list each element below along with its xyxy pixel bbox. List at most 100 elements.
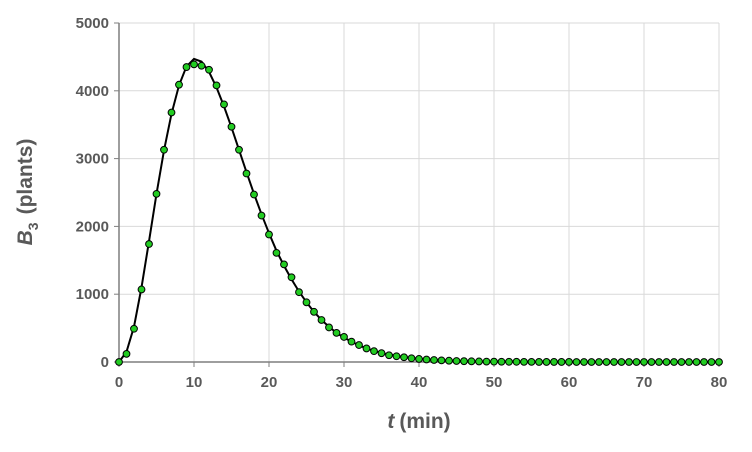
point (175, 80, 183, 89)
point (152, 189, 161, 198)
point (610, 358, 618, 366)
point (347, 337, 356, 346)
point (115, 358, 123, 366)
point (265, 230, 273, 239)
point (287, 273, 296, 282)
y-tick-label: 2000 (76, 218, 109, 235)
y-tick-label: 1000 (76, 286, 109, 303)
point (235, 145, 243, 154)
y-axis-subscript: 3 (25, 222, 41, 230)
point (160, 145, 168, 154)
point (512, 357, 521, 366)
point (490, 357, 498, 366)
point (145, 240, 153, 248)
point (632, 358, 641, 366)
y-tick-label: 4000 (76, 83, 109, 100)
point (310, 307, 318, 316)
point (332, 328, 341, 337)
point (497, 357, 506, 366)
y-axis-unit: (plants) (14, 139, 37, 215)
point (317, 316, 326, 324)
point (220, 100, 228, 109)
y-axis-symbol: B (14, 230, 37, 245)
point (460, 357, 468, 366)
point (482, 357, 491, 366)
point (167, 108, 176, 117)
x-tick-label: 50 (486, 374, 503, 391)
point (122, 349, 131, 358)
x-axis-title: t (min) (387, 410, 450, 433)
point (505, 357, 513, 366)
y-tick-label: 5000 (76, 15, 109, 32)
y-axis-title: B3 (plants) (14, 139, 41, 246)
y-tick-label: 3000 (76, 151, 109, 168)
point (205, 65, 213, 74)
point (565, 358, 573, 366)
point (212, 81, 221, 90)
point (257, 211, 266, 220)
point (707, 358, 716, 366)
x-tick-label: 70 (636, 374, 653, 391)
point (392, 352, 401, 361)
point (595, 358, 603, 366)
point (415, 355, 423, 363)
point (550, 358, 558, 366)
x-tick-label: 10 (186, 374, 203, 391)
point (137, 285, 146, 294)
x-axis-symbol: t (387, 410, 395, 433)
point (295, 288, 303, 297)
point (640, 358, 648, 366)
point (647, 358, 656, 366)
x-tick-label: 20 (261, 374, 278, 391)
point (325, 323, 333, 332)
point (437, 356, 446, 365)
point (407, 354, 416, 363)
point (430, 356, 438, 364)
point (475, 357, 483, 366)
point (557, 358, 566, 366)
point (527, 357, 536, 366)
point (670, 358, 678, 366)
point (587, 358, 596, 366)
point (677, 358, 686, 366)
point (250, 190, 258, 199)
x-tick-label: 80 (711, 374, 728, 391)
point (340, 333, 348, 341)
point (190, 60, 198, 69)
point (182, 63, 191, 71)
point (422, 355, 431, 364)
point (130, 324, 138, 333)
x-axis-unit: (min) (399, 410, 450, 433)
point (452, 357, 461, 365)
point (685, 358, 693, 366)
point (617, 358, 626, 366)
point (520, 357, 528, 366)
point (700, 358, 708, 366)
point (692, 358, 701, 366)
point (197, 61, 206, 70)
x-tick-label: 40 (411, 374, 428, 391)
point (355, 341, 363, 349)
point (655, 358, 663, 366)
point (542, 358, 551, 366)
point (385, 351, 393, 360)
point (572, 358, 581, 366)
point (400, 353, 408, 362)
point (370, 347, 378, 356)
point (227, 122, 236, 131)
point (280, 260, 288, 269)
point (662, 358, 671, 366)
point (362, 344, 371, 353)
point (445, 356, 453, 365)
point (580, 358, 588, 366)
y-tick-label: 0 (101, 354, 109, 371)
point (377, 349, 386, 358)
point (535, 358, 543, 366)
point (467, 357, 476, 366)
x-tick-label: 30 (336, 374, 353, 391)
point (625, 358, 633, 366)
point (302, 298, 311, 307)
x-tick-label: 60 (561, 374, 578, 391)
point (602, 358, 611, 366)
